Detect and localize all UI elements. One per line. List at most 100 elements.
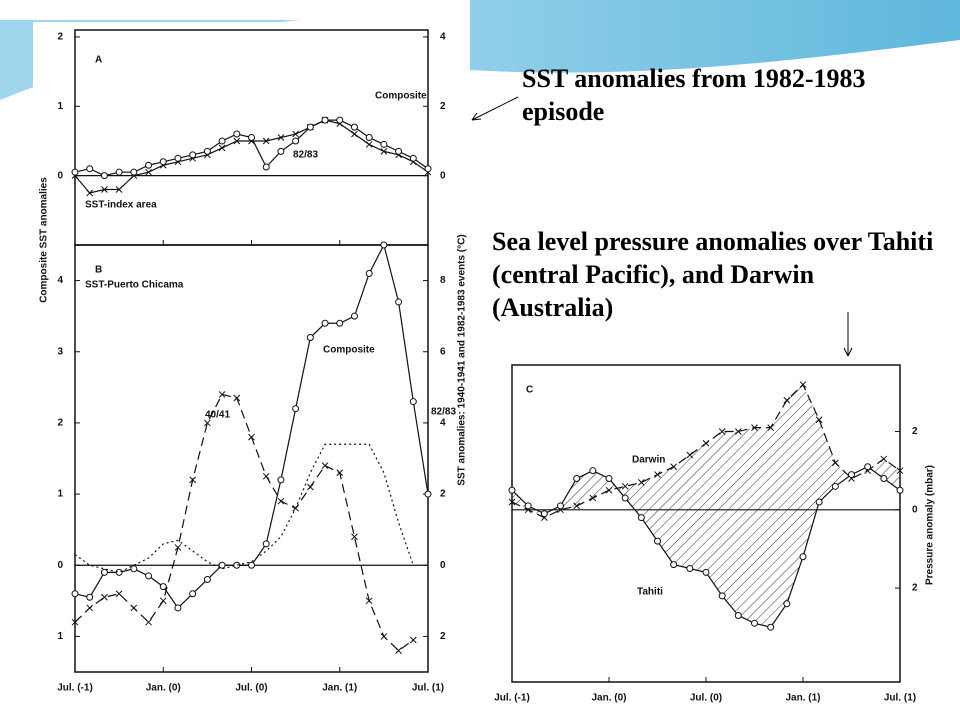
marker [896,486,904,494]
marker [100,568,108,576]
y-tick-label: 2 [57,32,63,43]
marker [848,471,855,479]
y2-tick-label: 4 [440,418,446,429]
marker [321,462,329,469]
marker [218,391,226,398]
caption: Sea level pressure anomalies over Tahiti… [492,227,934,322]
panel-title: SST-index area [85,200,157,211]
marker [718,428,726,435]
marker [783,600,791,608]
marker [101,593,108,601]
marker [380,241,388,249]
marker [203,147,211,155]
marker [799,381,807,388]
marker [86,593,94,601]
marker [831,482,839,490]
marker [365,597,373,605]
marker [71,168,79,176]
x-tick-label: Jul. (0) [690,693,722,704]
panel-label: B [95,265,102,276]
marker [351,130,358,138]
marker [380,633,388,640]
marker [702,439,710,447]
marker [336,319,344,327]
marker [86,189,94,197]
marker [101,186,108,193]
marker [380,148,388,155]
y-tick-label: 1 [57,631,63,642]
marker [321,116,329,124]
marker [424,165,432,173]
marker [702,568,710,576]
marker [686,451,694,459]
marker [767,424,775,431]
marker [115,590,123,598]
marker [409,398,417,406]
marker [203,575,211,583]
marker [557,502,564,510]
y2-tick-label: 0 [440,560,446,571]
arrow-head [843,347,853,357]
marker [734,611,742,619]
x-tick-label: Jan. (0) [146,683,181,694]
marker [589,494,597,502]
marker [896,467,904,475]
marker [605,474,613,482]
marker [718,592,726,600]
marker [145,168,152,176]
marker [508,486,516,494]
marker [815,416,823,424]
marker [351,533,358,541]
marker [86,604,94,612]
x-tick-label: Jan. (0) [591,693,626,704]
marker [277,476,285,484]
marker [233,394,241,402]
marker [864,463,872,471]
marker [248,561,255,569]
marker [174,544,182,551]
y-tick-label: 3 [57,346,63,357]
marker [130,168,138,176]
y2-tick-label: 6 [440,346,446,357]
marker [306,483,314,491]
marker [292,137,300,145]
marker [174,604,182,612]
marker [880,455,888,463]
marker [350,312,358,320]
y-tick-label: 0 [57,170,63,181]
marker [292,405,300,413]
marker [145,161,153,169]
marker [365,134,373,141]
marker [115,568,123,576]
marker [262,472,270,480]
marker [130,604,138,612]
marker [321,319,329,327]
marker [71,590,79,598]
marker [524,502,532,510]
marker [654,537,661,545]
marker [637,514,645,522]
marker [130,565,138,573]
marker [734,428,742,435]
marker [831,459,839,467]
marker [277,134,285,141]
marker [71,618,79,626]
marker [395,298,403,306]
y-tick-label: 4 [57,275,63,286]
marker [508,498,516,506]
series-label: 82/83 [293,150,318,161]
marker [100,172,108,180]
marker [292,130,299,138]
panel-label: C [526,385,533,396]
marker [174,154,182,162]
x-tick-label: Jul. (0) [235,683,267,694]
marker [783,396,791,404]
y2-tick-label: 8 [440,275,446,286]
marker [262,163,270,171]
y-axis-title: Composite SST anomalies [39,177,50,303]
marker [380,140,388,148]
marker [395,647,402,655]
marker [751,619,758,627]
x-tick-label: Jan. (1) [785,693,820,704]
marker [145,618,152,626]
